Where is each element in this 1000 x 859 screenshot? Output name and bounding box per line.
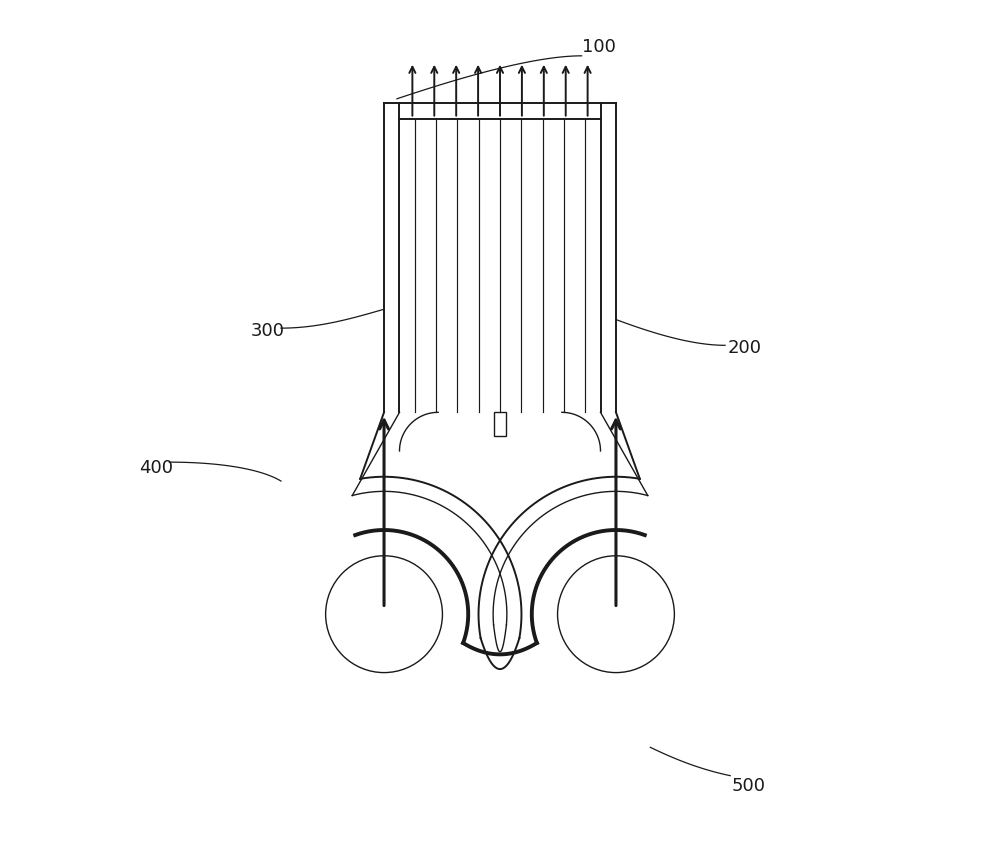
Text: 100: 100 bbox=[582, 38, 615, 56]
Text: 400: 400 bbox=[139, 460, 173, 477]
Text: 300: 300 bbox=[251, 322, 285, 339]
Text: 500: 500 bbox=[732, 777, 766, 795]
Bar bbox=[494, 412, 506, 436]
Text: 200: 200 bbox=[728, 339, 762, 356]
